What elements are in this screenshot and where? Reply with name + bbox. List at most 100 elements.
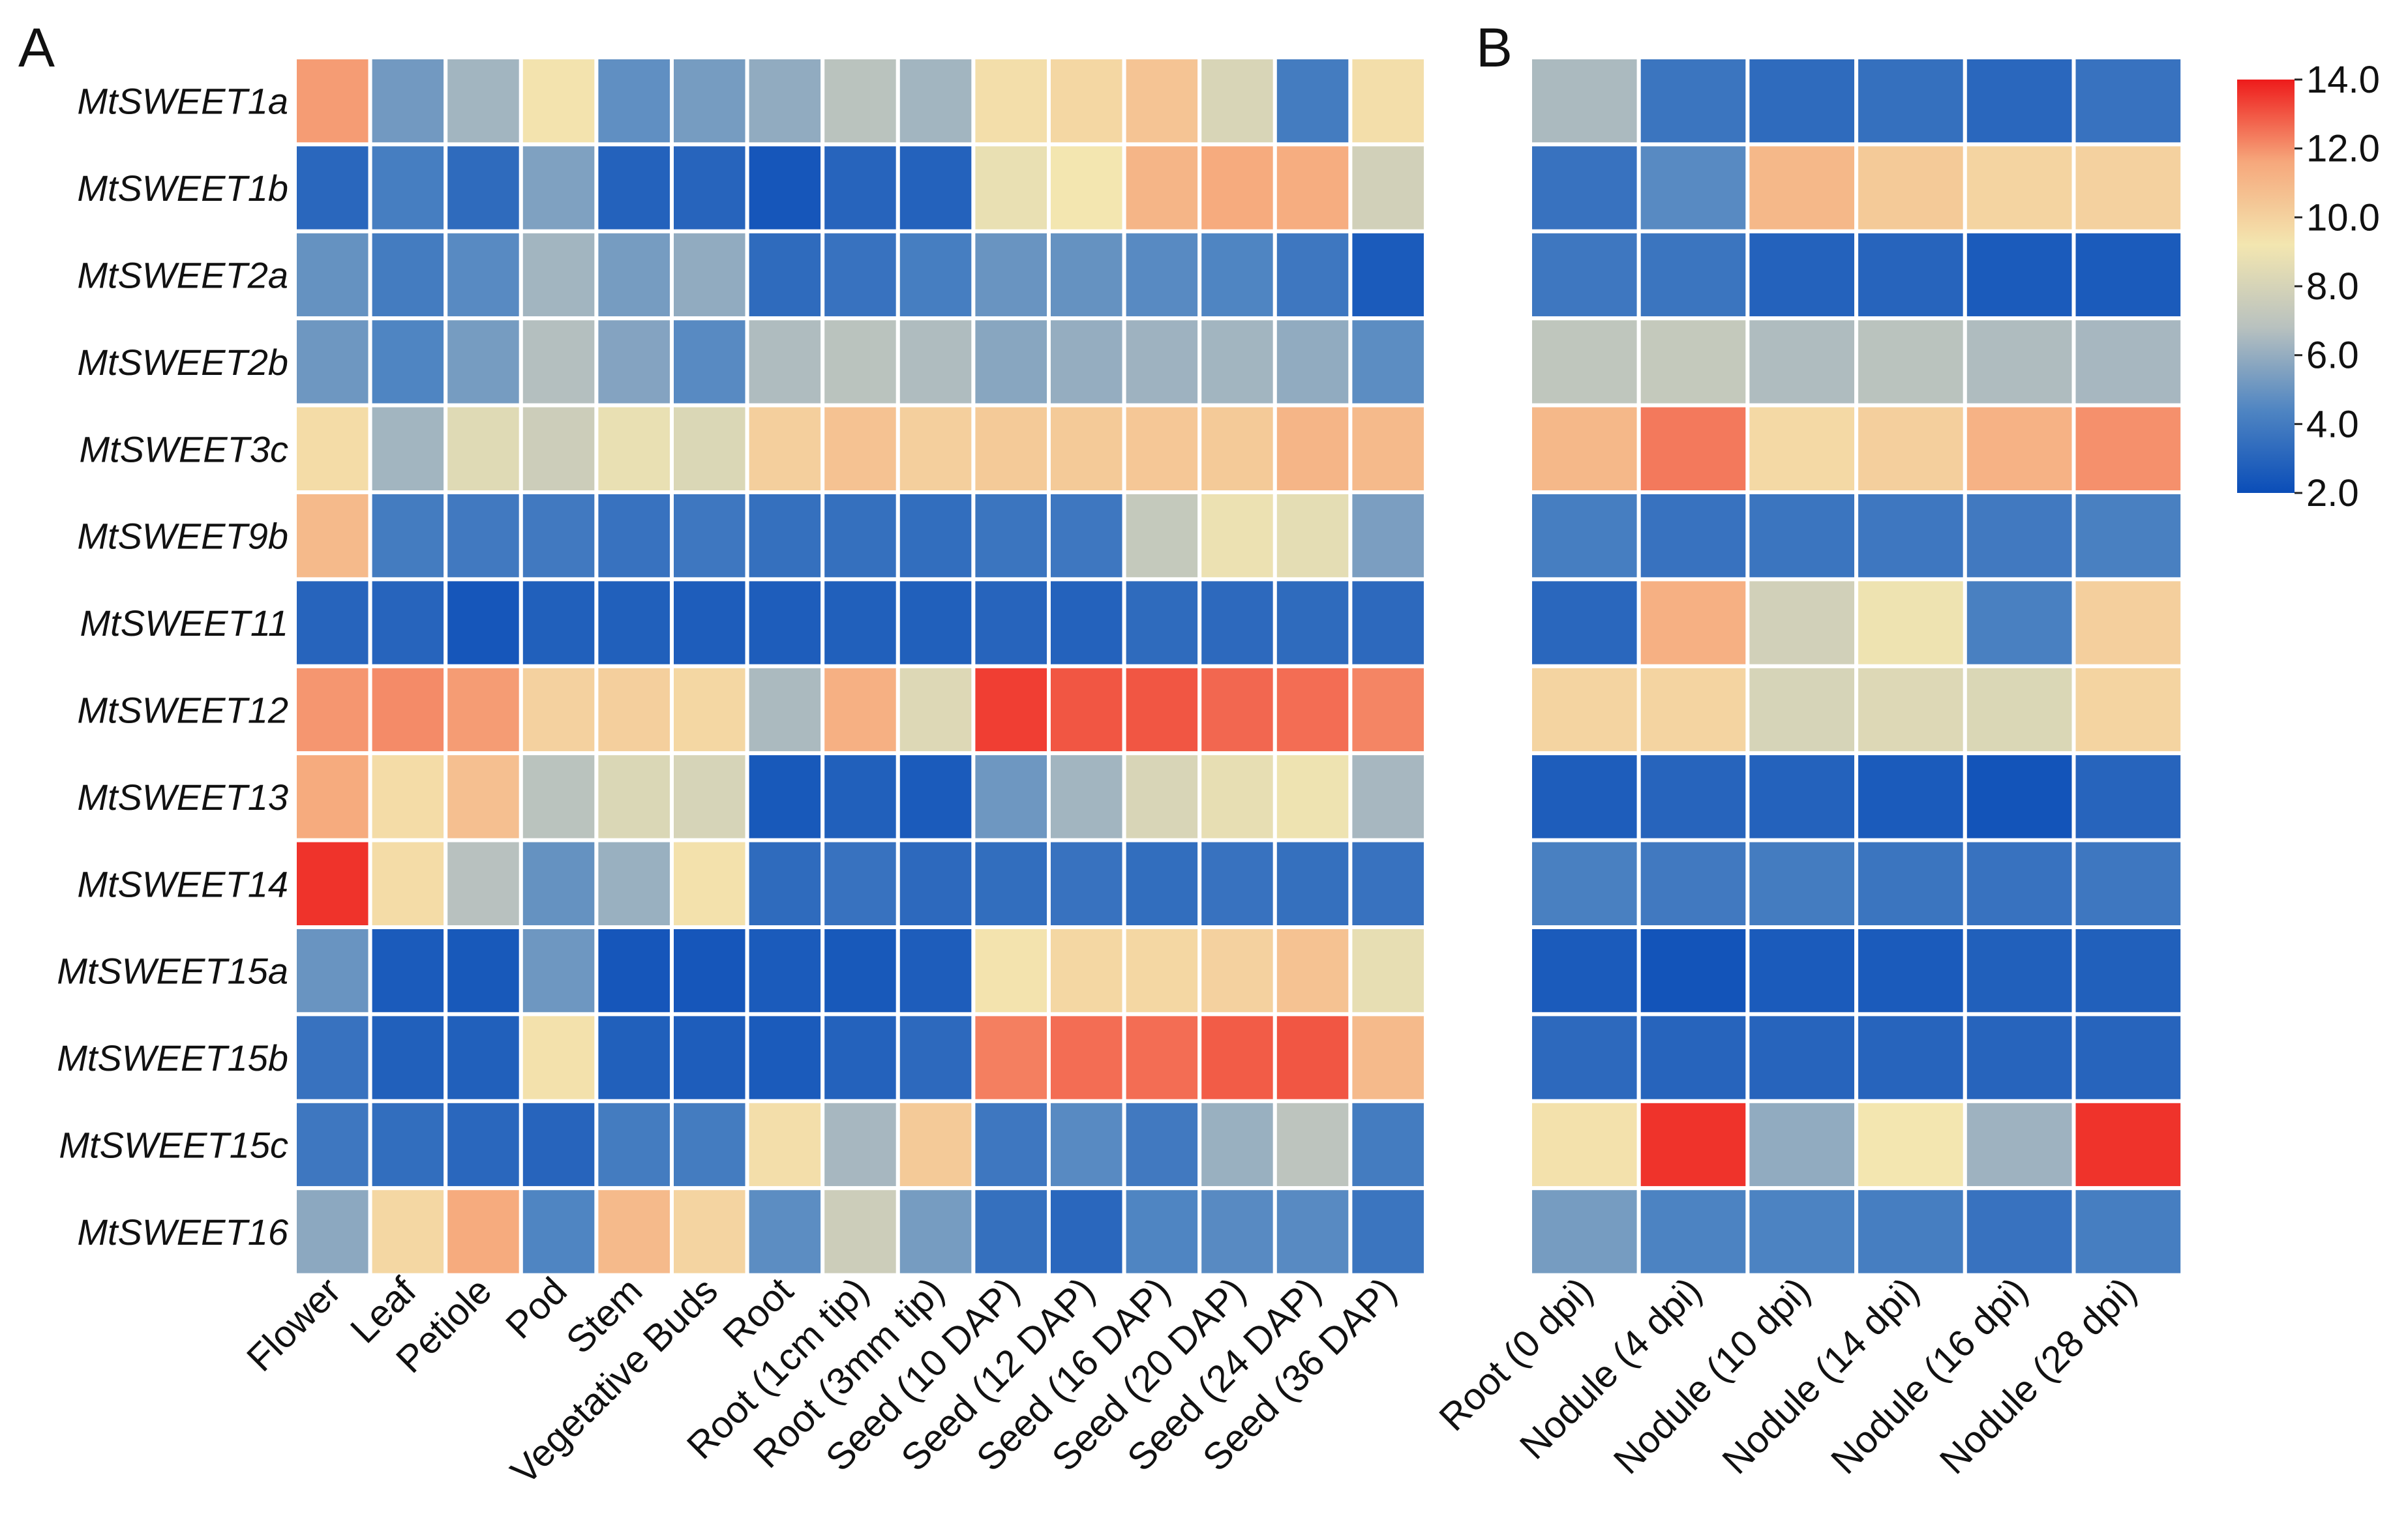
heatmap-cell-a-r3-c9 [971,316,1051,408]
heatmap-cell-b-r11-c1 [1636,1012,1750,1103]
heatmap-cell-b-r12-c3 [1854,1099,1967,1191]
heatmap-cell-a-r6-c13 [1272,577,1353,668]
heatmap-cell-a-r1-c6 [745,142,825,233]
heatmap-cell-b-r11-c4 [1963,1012,2076,1103]
heatmap-cell-a-r11-c4 [594,1012,674,1103]
heatmap-cell-a-r4-c2 [444,403,523,494]
heatmap-cell-a-r11-c10 [1047,1012,1126,1103]
heatmap-cell-b-r12-c2 [1745,1099,1859,1191]
heatmap-cell-a-r10-c10 [1047,925,1126,1017]
heatmap-cell-a-r2-c13 [1272,229,1353,321]
heatmap-cell-a-r4-c9 [971,403,1051,494]
heatmap-cell-a-r4-c12 [1197,403,1277,494]
heatmap-cell-a-r0-c13 [1272,55,1353,147]
heatmap-cell-a-r2-c0 [293,229,372,321]
heatmap-cell-a-r11-c5 [670,1012,749,1103]
heatmap-cell-a-r1-c12 [1197,142,1277,233]
heatmap-cell-a-r2-c6 [745,229,825,321]
heatmap-cell-a-r5-c9 [971,490,1051,582]
heatmap-cell-a-r2-c12 [1197,229,1277,321]
heatmap-cell-a-r2-c2 [444,229,523,321]
heatmap-cell-a-r13-c0 [293,1186,372,1277]
heatmap-cell-b-r5-c2 [1745,490,1859,582]
heatmap-cell-b-r8-c1 [1636,751,1750,842]
heatmap-cell-a-r12-c7 [820,1099,900,1191]
heatmap-cell-a-r0-c11 [1122,55,1202,147]
heatmap-cell-a-r4-c14 [1348,403,1428,494]
heatmap-cell-b-r8-c0 [1528,751,1641,842]
heatmap-cell-b-r4-c0 [1528,403,1641,494]
heatmap-cell-a-r10-c6 [745,925,825,1017]
heatmap-cell-a-r13-c6 [745,1186,825,1277]
heatmap-cell-a-r3-c14 [1348,316,1428,408]
heatmap-cell-a-r7-c2 [444,664,523,756]
column-label-b-5: Nodule (28 dpi) [1932,1270,2145,1482]
heatmap-cell-a-r3-c5 [670,316,749,408]
heatmap-cell-b-r0-c0 [1528,55,1641,147]
row-label-12: MtSWEET15c [59,1125,288,1166]
heatmap-cell-b-r3-c2 [1745,316,1859,408]
heatmap-cell-a-r2-c1 [368,229,448,321]
heatmap-cell-a-r10-c9 [971,925,1051,1017]
heatmap-cell-a-r1-c9 [971,142,1051,233]
heatmap-cell-b-r0-c1 [1636,55,1750,147]
colorbar-tick-label-3: 8.0 [2306,265,2359,308]
heatmap-cell-a-r0-c0 [293,55,372,147]
heatmap-panel-a [293,55,1428,1277]
heatmap-cell-a-r10-c12 [1197,925,1277,1017]
heatmap-cell-a-r1-c11 [1122,142,1202,233]
heatmap-cell-a-r12-c10 [1047,1099,1126,1191]
heatmap-cell-a-r6-c4 [594,577,674,668]
panel-b-letter: B [1476,17,1513,78]
heatmap-cell-a-r9-c0 [293,838,372,929]
heatmap-cell-a-r11-c2 [444,1012,523,1103]
heatmap-cell-a-r6-c14 [1348,577,1428,668]
heatmap-cell-a-r5-c3 [519,490,599,582]
heatmap-cell-a-r12-c1 [368,1099,448,1191]
heatmap-cell-b-r1-c0 [1528,142,1641,233]
heatmap-cell-a-r6-c1 [368,577,448,668]
heatmap-cell-b-r10-c4 [1963,925,2076,1017]
heatmap-cell-a-r4-c5 [670,403,749,494]
heatmap-cell-a-r0-c1 [368,55,448,147]
heatmap-cell-a-r5-c12 [1197,490,1277,582]
heatmap-cell-a-r2-c4 [594,229,674,321]
heatmap-cell-a-r8-c12 [1197,751,1277,842]
heatmap-cell-a-r5-c6 [745,490,825,582]
heatmap-cell-a-r0-c14 [1348,55,1428,147]
heatmap-cell-a-r10-c8 [895,925,976,1017]
heatmap-cell-a-r6-c3 [519,577,599,668]
heatmap-cell-a-r12-c8 [895,1099,976,1191]
heatmap-cell-b-r7-c3 [1854,664,1967,756]
heatmap-cell-a-r9-c8 [895,838,976,929]
heatmap-cell-b-r10-c3 [1854,925,1967,1017]
heatmap-cell-a-r4-c6 [745,403,825,494]
heatmap-cell-a-r10-c7 [820,925,900,1017]
heatmap-cell-a-r0-c7 [820,55,900,147]
heatmap-cell-a-r7-c12 [1197,664,1277,756]
heatmap-cell-a-r8-c4 [594,751,674,842]
heatmap-cell-a-r4-c3 [519,403,599,494]
column-label-b-2: Nodule (10 dpi) [1606,1270,1818,1482]
heatmap-cell-a-r10-c2 [444,925,523,1017]
heatmap-cell-a-r11-c8 [895,1012,976,1103]
heatmap-cell-a-r9-c11 [1122,838,1202,929]
heatmap-cell-a-r8-c3 [519,751,599,842]
heatmap-cell-a-r5-c10 [1047,490,1126,582]
row-label-9: MtSWEET14 [77,863,288,904]
heatmap-cell-a-r8-c5 [670,751,749,842]
heatmap-cell-a-r3-c11 [1122,316,1202,408]
heatmap-cell-b-r9-c0 [1528,838,1641,929]
heatmap-cell-a-r13-c10 [1047,1186,1126,1277]
heatmap-cell-a-r1-c4 [594,142,674,233]
heatmap-cell-a-r12-c6 [745,1099,825,1191]
heatmap-cell-b-r6-c5 [2071,577,2185,668]
heatmap-cell-a-r13-c12 [1197,1186,1277,1277]
heatmap-cell-a-r6-c7 [820,577,900,668]
heatmap-cell-a-r10-c3 [519,925,599,1017]
heatmap-cell-a-r6-c12 [1197,577,1277,668]
row-label-4: MtSWEET3c [80,428,288,469]
heatmap-cell-b-r13-c1 [1636,1186,1750,1277]
colorbar: 14.0 12.0 10.0 8.0 6.0 4.0 2.0 [2237,59,2380,514]
